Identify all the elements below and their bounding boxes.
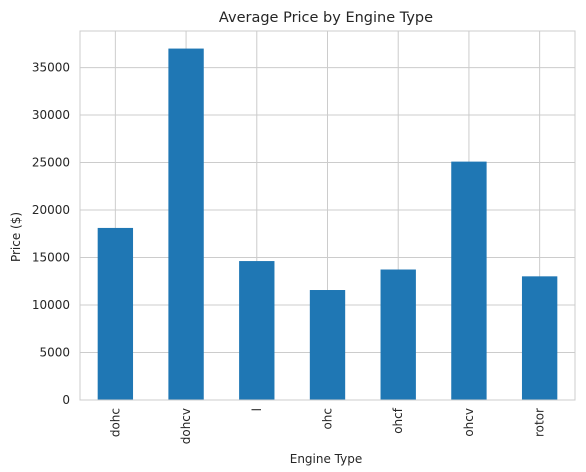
- bar-l: [239, 261, 275, 400]
- x-tick-label: l: [250, 408, 264, 411]
- bar-rotor: [521, 276, 558, 400]
- chart-title: Average Price by Engine Type: [219, 10, 433, 26]
- y-tick-labels: 0 5000 10000 15000 20000 25000 30000 35000: [32, 61, 70, 407]
- y-tick-label: 35000: [32, 61, 70, 75]
- y-tick-label: 15000: [32, 251, 70, 265]
- bar-dohcv: [168, 48, 204, 400]
- x-tick-label: rotor: [533, 408, 547, 437]
- bars: [97, 48, 558, 400]
- bar-ohcf: [380, 269, 416, 400]
- plot-frame: [79, 30, 576, 401]
- x-tick-label: ohcf: [391, 407, 405, 434]
- y-tick-label: 10000: [32, 298, 70, 312]
- y-tick-label: 20000: [32, 203, 70, 217]
- x-tick-label: dohc: [108, 408, 122, 437]
- bar-ohcv: [451, 161, 487, 400]
- x-tick-label: ohcv: [462, 408, 476, 437]
- x-tick-label: dohcv: [179, 408, 193, 444]
- y-tick-label: 0: [62, 393, 70, 407]
- y-tick-label: 25000: [32, 156, 70, 170]
- bar-ohc: [309, 290, 346, 400]
- y-axis-label: Price ($): [9, 212, 23, 262]
- y-tick-label: 5000: [39, 346, 70, 360]
- bar-dohc: [97, 227, 134, 400]
- x-axis-label: Engine Type: [290, 452, 363, 466]
- x-tick-label: ohc: [321, 408, 335, 430]
- y-tick-label: 30000: [32, 108, 70, 122]
- x-tick-labels: dohc dohcv l ohc ohcf ohcv rotor: [108, 407, 546, 444]
